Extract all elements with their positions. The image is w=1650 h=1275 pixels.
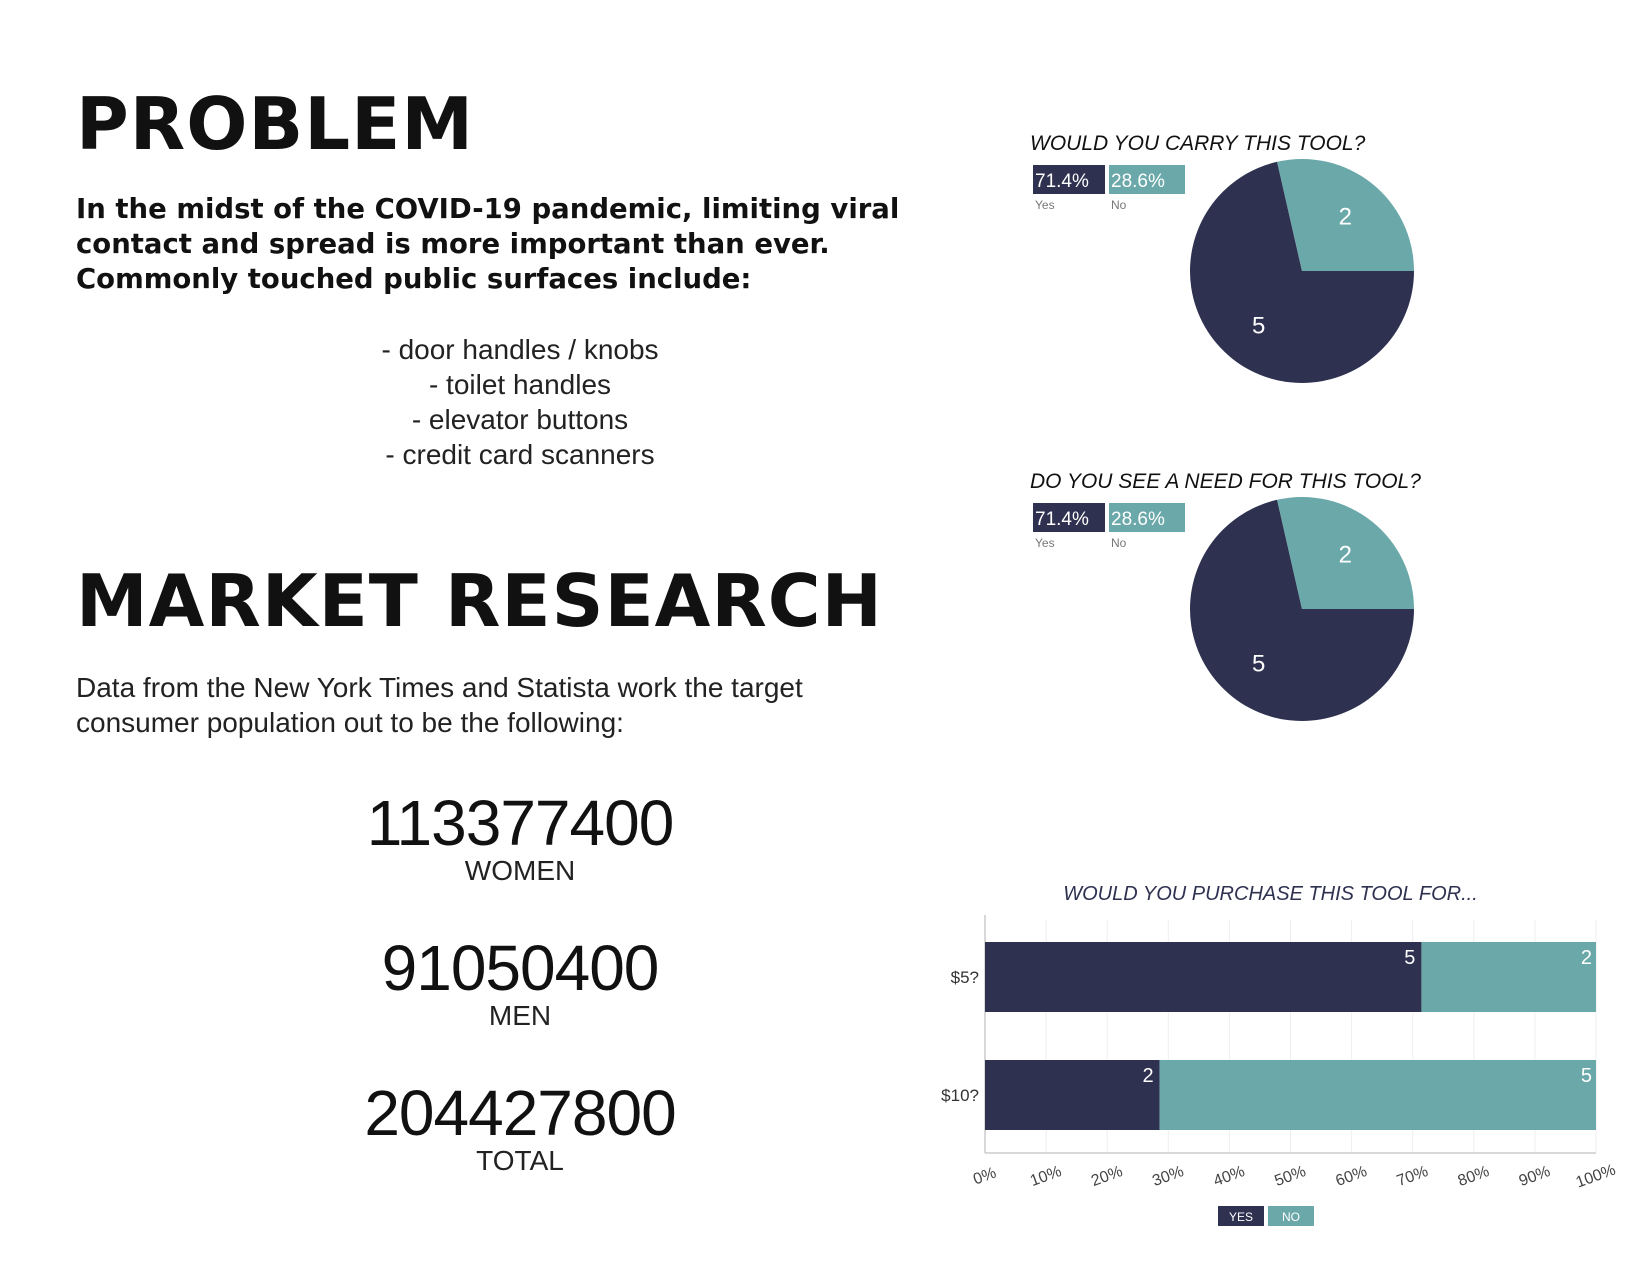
pie2-legend-label-no: No [1111, 536, 1127, 550]
bar-no-1 [1421, 942, 1596, 1012]
pie1-legend-label-no: No [1111, 198, 1127, 212]
stat-total-value: 204427800 [364, 1077, 676, 1149]
pie2-value-yes: 5 [1252, 650, 1265, 677]
bar-legend-label-yes: YES [1229, 1210, 1253, 1224]
bar-x-tick-label: 60% [1333, 1163, 1369, 1190]
pie2-slice-yes [1190, 499, 1414, 721]
bar-yes-2 [985, 1060, 1160, 1130]
bar-x-tick-label: 80% [1456, 1163, 1492, 1190]
market-research-title: MARKET RESEARCH [76, 559, 883, 643]
pie2-slice-no [1277, 496, 1414, 609]
pie2-value-no: 2 [1339, 542, 1352, 569]
pie2-legend-swatch-yes [1033, 503, 1105, 532]
problem-description: In the midst of the COVID-19 pandemic, l… [76, 193, 900, 295]
bar-x-tick-label: 70% [1395, 1163, 1431, 1190]
bar-category-label-2: $10? [941, 1086, 979, 1105]
pie2-percent-yes: 71.4% [1035, 509, 1089, 530]
pie1-percent-yes: 71.4% [1035, 171, 1089, 192]
surface-item-card-scanners: - credit card scanners [385, 439, 655, 470]
bar-x-tick-label: 100% [1574, 1162, 1618, 1192]
surface-item-toilet-handles: - toilet handles [428, 369, 612, 400]
bar-no-2 [1159, 1060, 1596, 1130]
pie1-legend-label-yes: Yes [1035, 198, 1055, 212]
bar-no-value-1: 2 [1581, 947, 1592, 969]
bar-no-value-2: 5 [1581, 1065, 1592, 1087]
surface-item-elevator-buttons: - elevator buttons [411, 404, 629, 435]
pie2-legend-label-yes: Yes [1035, 536, 1055, 550]
stat-women: 113377400 WOMEN [300, 790, 740, 886]
bar-x-tick-label: 10% [1028, 1163, 1064, 1190]
market-description: Data from the New York Times and Statist… [76, 672, 803, 738]
bar-chart-title: WOULD YOU PURCHASE THIS TOOL FOR... [1063, 883, 1478, 905]
bar-x-tick-label: 40% [1211, 1163, 1247, 1190]
bar-x-tick-label: 30% [1150, 1163, 1186, 1190]
stat-men-value: 91050400 [381, 932, 660, 1004]
pie1-percent-no: 28.6% [1111, 171, 1165, 192]
bar-yes-value-2: 2 [1142, 1065, 1153, 1087]
stat-women-label: WOMEN [464, 855, 576, 886]
surface-list: - door handles / knobs - toilet handles … [260, 332, 780, 472]
bar-legend-swatch-yes [1218, 1206, 1264, 1226]
bar-yes-1 [985, 942, 1422, 1012]
stat-total: 204427800 TOTAL [300, 1080, 740, 1176]
bar-legend-swatch-no [1268, 1206, 1314, 1226]
bar-x-tick-label: 90% [1517, 1163, 1553, 1190]
pie1-slice-yes [1190, 161, 1414, 383]
bar-legend-label-no: NO [1282, 1210, 1300, 1224]
stat-women-value: 113377400 [366, 787, 675, 859]
pie1-value-yes: 5 [1252, 312, 1265, 339]
pie1-legend-swatch-yes [1033, 165, 1105, 194]
problem-title: PROBLEM [76, 82, 475, 166]
pie1-value-no: 2 [1339, 204, 1352, 231]
pie1-title: WOULD YOU CARRY THIS TOOL? [1030, 132, 1366, 155]
bar-x-tick-label: 50% [1272, 1163, 1308, 1190]
stat-men: 91050400 MEN [300, 935, 740, 1031]
pie1-legend-swatch-no [1109, 165, 1185, 194]
stat-men-label: MEN [488, 1000, 552, 1031]
surface-item-door-handles: - door handles / knobs [381, 334, 659, 365]
pie2-legend-swatch-no [1109, 503, 1185, 532]
bar-x-tick-label: 0% [971, 1165, 999, 1189]
bar-category-label-1: $5? [951, 968, 979, 987]
bar-x-tick-label: 20% [1089, 1163, 1125, 1190]
pie2-title: DO YOU SEE A NEED FOR THIS TOOL? [1030, 470, 1421, 493]
stat-total-label: TOTAL [476, 1145, 564, 1176]
pie2-percent-no: 28.6% [1111, 509, 1165, 530]
bar-yes-value-1: 5 [1404, 947, 1415, 969]
pie1-slice-no [1277, 158, 1414, 271]
